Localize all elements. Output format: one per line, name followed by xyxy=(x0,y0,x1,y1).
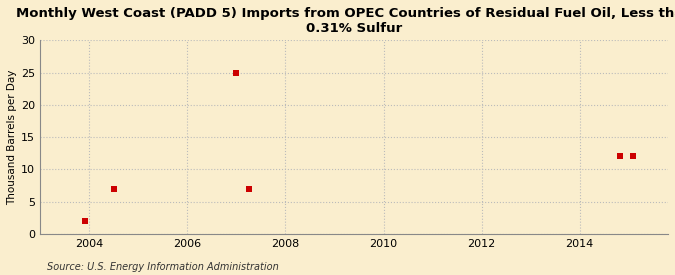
Text: Source: U.S. Energy Information Administration: Source: U.S. Energy Information Administ… xyxy=(47,262,279,272)
Point xyxy=(108,186,119,191)
Point xyxy=(615,154,626,159)
Point xyxy=(627,154,638,159)
Title: Monthly West Coast (PADD 5) Imports from OPEC Countries of Residual Fuel Oil, Le: Monthly West Coast (PADD 5) Imports from… xyxy=(16,7,675,35)
Point xyxy=(80,219,90,223)
Y-axis label: Thousand Barrels per Day: Thousand Barrels per Day xyxy=(7,69,17,205)
Point xyxy=(231,70,242,75)
Point xyxy=(243,186,254,191)
